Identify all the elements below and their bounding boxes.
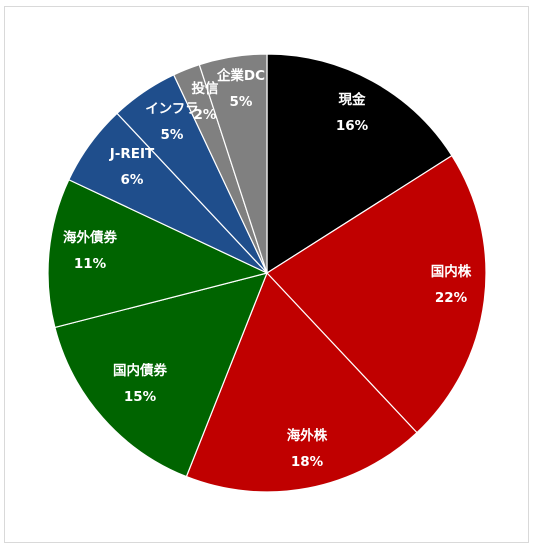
slice-category-label: J-REIT (109, 146, 155, 162)
slice-category-label: 企業DC (216, 67, 265, 84)
slice-category-label: 現金 (339, 91, 366, 108)
slice-value-label: 11% (74, 256, 107, 272)
pie-labels: 現金 16% 国内株 22% 海外株 18% 国内債券 15% 海外債券 11% J-REIT 6% イ… (63, 67, 472, 470)
pie-slices (47, 53, 487, 493)
slice-value-label: 2% (194, 107, 217, 123)
slice-category-label: 投信 (192, 80, 219, 97)
slice-category-label: インフラ (145, 101, 199, 117)
slice-value-label: 22% (435, 290, 468, 306)
pie-slice-3 (185, 272, 418, 493)
slice-value-label: 5% (161, 127, 184, 143)
slice-value-label: 18% (291, 454, 324, 470)
slice-value-label: 15% (124, 389, 157, 405)
slice-value-label: 6% (121, 172, 144, 188)
slice-value-label: 5% (230, 94, 253, 110)
slice-category-label: 国内株 (431, 263, 472, 280)
slice-category-label: 海外債券 (63, 229, 117, 246)
pie-slice-1 (266, 53, 453, 274)
slice-category-label: 国内債券 (113, 362, 167, 379)
slice-category-label: 海外株 (287, 427, 328, 444)
pie-slice-9 (198, 53, 268, 274)
pie-slice-5 (47, 179, 268, 329)
slice-value-label: 16% (336, 118, 369, 134)
pie-slice-2 (266, 155, 487, 434)
pie-slice-4 (54, 272, 268, 478)
